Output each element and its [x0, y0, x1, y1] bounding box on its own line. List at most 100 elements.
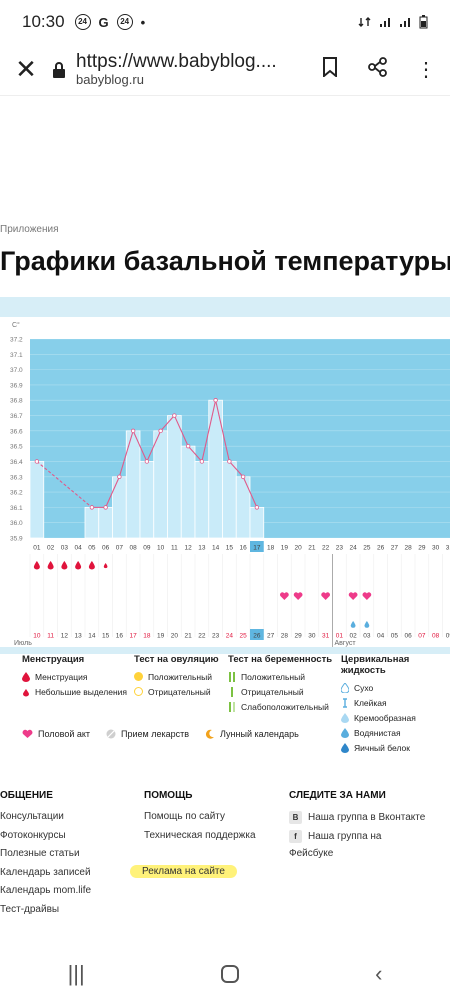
date-label: 24 — [226, 633, 234, 640]
address-bar[interactable]: https://www.babyblog.... babyblog.ru — [76, 52, 306, 87]
x-tick-label: 19 — [281, 545, 289, 552]
bar — [29, 461, 45, 539]
footer-link[interactable]: Календарь mom.life — [0, 885, 92, 896]
x-tick-label: 17 — [253, 545, 261, 552]
date-label: 08 — [432, 633, 440, 640]
footer-link[interactable]: Консультации — [0, 811, 64, 822]
legend-item: Положительный — [134, 669, 219, 684]
x-tick-label: 04 — [75, 545, 83, 552]
facebook-icon: f — [289, 829, 302, 843]
y-axis-label: С° — [12, 321, 20, 329]
month-label-left: Июль — [14, 640, 32, 647]
one-line-icon — [231, 686, 233, 697]
x-tick-label: 02 — [47, 545, 55, 552]
bar — [112, 476, 127, 539]
vk-link-label: Наша группа в Вконтакте — [308, 812, 426, 823]
x-tick-label: 28 — [405, 545, 413, 552]
series-line — [36, 461, 93, 508]
menstruation-drop — [33, 561, 40, 570]
share-icon[interactable] — [354, 56, 402, 83]
date-label: 25 — [240, 633, 248, 640]
date-label: 22 — [198, 633, 206, 640]
back-icon[interactable]: ‹ — [375, 961, 383, 986]
legend-ovulation-title: Тест на овуляцию — [134, 654, 219, 665]
weak-lines-icon — [229, 701, 235, 712]
browser-toolbar: ✕ https://www.babyblog.... babyblog.ru ⋮ — [0, 44, 450, 96]
recents-icon[interactable]: ||| — [67, 961, 85, 986]
date-label: 16 — [116, 633, 124, 640]
legend-item: Отрицательный — [134, 684, 219, 699]
date-label: 06 — [405, 633, 413, 640]
y-tick-label: 37.1 — [10, 352, 23, 359]
fb-link-label-2[interactable]: Фейсбуке — [289, 848, 334, 859]
footer-link[interactable]: Фотоконкурсы — [0, 829, 66, 841]
footer-link[interactable]: Календарь записей — [0, 866, 91, 878]
y-tick-label: 36.6 — [10, 428, 23, 435]
date-label: 12 — [61, 633, 69, 640]
legend-item: Прием лекарств — [106, 729, 189, 739]
more-menu-icon[interactable]: ⋮ — [416, 59, 436, 81]
data-point — [185, 443, 191, 449]
x-tick-label: 23 — [336, 545, 344, 552]
x-tick-label: 05 — [88, 545, 96, 552]
x-tick-label: 11 — [171, 545, 178, 552]
data-point — [172, 413, 177, 418]
series-line — [105, 476, 120, 508]
footer-link[interactable]: Полезные статьи — [0, 848, 80, 859]
bar — [167, 415, 182, 539]
x-tick-label: 01 — [33, 545, 41, 552]
data-arrows-icon — [358, 17, 371, 27]
home-icon[interactable] — [220, 964, 240, 984]
legend-item: Слабоположительный — [228, 699, 332, 714]
small-drop-icon — [23, 688, 29, 696]
breadcrumb[interactable]: Приложения — [0, 224, 59, 235]
bbt-chart: С° 37.2 37.1 37.0 36.9 36.8 36.7 36.6 36.5 36.4 36… — [0, 317, 450, 647]
date-label: 07 — [418, 633, 426, 640]
menstruation-drop — [103, 563, 108, 569]
badge-24-icon: 24 — [74, 14, 91, 30]
series-line — [242, 476, 258, 508]
y-tick-label: 36.3 — [10, 474, 23, 481]
advertise-link[interactable]: Реклама на сайте — [130, 865, 237, 878]
bookmark-icon[interactable] — [306, 56, 354, 83]
moon-icon — [205, 729, 215, 739]
date-label: 19 — [157, 633, 165, 640]
footer-link[interactable]: Тест-драйвы — [0, 903, 60, 915]
legend-label: Сухо — [354, 682, 374, 693]
vk-link[interactable]: B Наша группа в Вконтакте — [289, 811, 425, 830]
bbt-chart-panel: С° 37.2 37.1 37.0 36.9 36.8 36.7 36.6 36.5 36.4 36… — [0, 297, 450, 753]
intercourse-heart — [362, 592, 372, 600]
fb-link[interactable]: f Наша группа на — [289, 829, 425, 849]
footer-link[interactable]: Техническая поддержка — [144, 829, 256, 841]
cervical-drop — [364, 621, 370, 628]
legend-pregnancy-title: Тест на беременность — [228, 654, 333, 665]
legend-menstruation: Менструация Менструация Небольшие выделе… — [22, 654, 127, 699]
data-point — [199, 459, 205, 464]
footer-heading: ОБЩЕНИЕ — [0, 790, 53, 801]
footer-link[interactable]: Помощь по сайту — [144, 811, 225, 822]
legend-label: Кремообразная — [354, 712, 416, 723]
data-point — [158, 428, 163, 434]
data-point — [227, 459, 232, 464]
x-tick-label: 14 — [212, 545, 220, 552]
date-label: 27 — [267, 633, 275, 640]
intercourse-heart — [348, 592, 358, 600]
legend-label: Положительный — [148, 671, 212, 682]
x-tick-label: 27 — [391, 545, 399, 552]
date-label: 02 — [350, 633, 358, 640]
close-icon[interactable]: ✕ — [15, 54, 37, 84]
x-tick-label: 25 — [363, 545, 371, 552]
x-tick-label: 21 — [308, 545, 316, 552]
date-label: 28 — [281, 633, 289, 640]
watery-drop-icon — [341, 727, 349, 738]
legend-pregnancy: Тест на беременность Положительный Отриц… — [228, 654, 332, 714]
battery-icon — [419, 15, 428, 29]
legend-label: Слабоположительный — [241, 701, 329, 712]
bar — [153, 430, 168, 539]
legend-item: Сухо — [341, 680, 450, 695]
x-tick-label: 09 — [143, 545, 151, 552]
system-icons — [357, 15, 428, 29]
series-line — [201, 400, 217, 462]
menstruation-drop — [47, 561, 54, 570]
x-tick-label: 06 — [102, 545, 110, 552]
